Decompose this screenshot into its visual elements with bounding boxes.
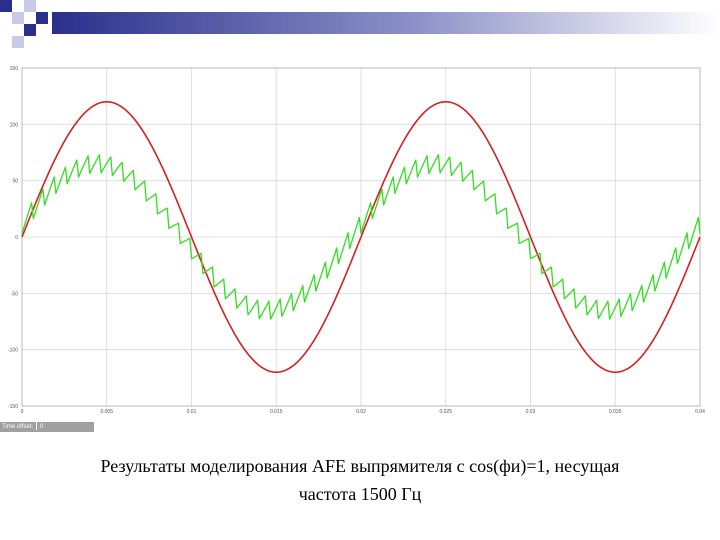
x-tick-label-5: 0.025	[439, 409, 452, 415]
decor-gradient-bar	[52, 12, 720, 34]
status-bar: Time offset: 0	[0, 422, 94, 432]
slide-header-decoration	[0, 0, 720, 48]
decor-square-2	[12, 12, 24, 24]
y-tick-label-3: 0	[15, 235, 18, 241]
x-tick-label-6: 0.03	[526, 409, 536, 415]
chart-series	[21, 100, 701, 374]
y-tick-label-0: 150	[10, 66, 19, 72]
decor-square-3	[24, 0, 36, 12]
waveform-chart: 0 0.005 0.01 0.015 0.02 0.025 0.03 0.035 0.04 150…	[8, 66, 705, 415]
decor-square-6	[12, 36, 24, 48]
decor-square-1	[0, 0, 12, 12]
slide-caption: Результаты моделирования AFE выпрямителя…	[40, 452, 680, 508]
x-tick-label-2: 0.01	[187, 409, 197, 415]
x-tick-label-8: 0.04	[695, 409, 705, 415]
y-tick-label-4: -50	[11, 291, 18, 297]
y-tick-label-5: -100	[8, 348, 18, 354]
x-tick-label-4: 0.02	[356, 409, 366, 415]
decor-square-4	[24, 24, 36, 36]
series-line-reference	[21, 100, 701, 374]
x-tick-label-0: 0	[21, 409, 24, 415]
status-label: Time offset:	[2, 424, 34, 430]
status-value: 0	[40, 424, 44, 430]
x-tick-label-3: 0.015	[270, 409, 283, 415]
decor-square-5	[36, 12, 48, 24]
x-tick-label-7: 0.035	[609, 409, 622, 415]
series-line-measured	[21, 154, 701, 320]
y-tick-label-6: -150	[8, 404, 18, 410]
caption-line-2: частота 1500 Гц	[298, 484, 422, 504]
y-tick-label-2: 50	[12, 179, 18, 185]
chart-tick-labels: 0 0.005 0.01 0.015 0.02 0.025 0.03 0.035 0.04 150…	[8, 66, 705, 415]
x-tick-label-1: 0.005	[100, 409, 113, 415]
y-tick-label-1: 100	[10, 122, 19, 128]
caption-line-1: Результаты моделирования AFE выпрямителя…	[100, 456, 620, 476]
